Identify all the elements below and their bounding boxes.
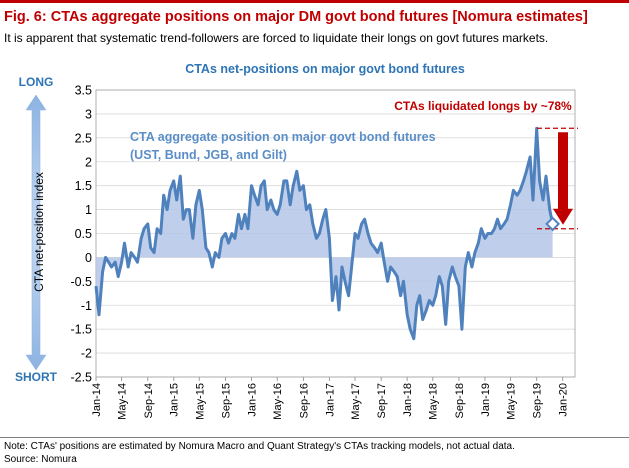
x-tick-label: Jan-14 [91,383,103,417]
y-tick-label: 2 [85,155,92,169]
y-tick-label: 0 [85,251,92,265]
footer-rule [0,437,629,438]
x-tick-label: Jan-20 [558,383,570,417]
y-tick-label: -2 [81,347,92,361]
y-tick-label: -0.5 [70,275,92,289]
y-tick-label: -2.5 [70,371,92,385]
top-rule [0,0,629,3]
x-tick-label: May-18 [428,383,440,420]
long-short-arrow [25,94,47,371]
y-tick-label: 3 [85,107,92,121]
y-tick-label: -1.5 [70,323,92,337]
y-tick-label: 1 [85,203,92,217]
x-tick-label: Sep-14 [143,383,155,418]
y-tick-label: 1.5 [75,179,92,193]
x-tick-label: May-15 [194,383,206,420]
x-tick-label: May-17 [350,383,362,420]
series-area [96,128,553,339]
y-tick-label: -1 [81,299,92,313]
x-tick-label: Jan-18 [402,383,414,417]
source-note: Source: Nomura [4,454,77,465]
y-bottom-label: SHORT [15,370,58,384]
x-tick-label: May-19 [505,383,517,420]
footnote: Note: CTAs' positions are estimated by N… [4,441,515,452]
figure-title: Fig. 6: CTAs aggregate positions on majo… [4,9,588,25]
x-tick-label: Jan-15 [169,383,181,417]
y-axis-label: CTA net-position index [32,172,46,292]
x-tick-label: Sep-17 [376,383,388,418]
chart: CTAs net-positions on major govt bond fu… [15,62,578,420]
plot-frame [95,89,576,378]
x-tick-label: Jan-19 [480,383,492,417]
series-legend-label: CTA aggregate position on major govt bon… [130,130,436,162]
y-tick-labels: 3.5 3 2.5 2 1.5 1 0.5 0 -0.5 -1 -1.5 -2 -2.5 [70,84,92,385]
x-tick-label: Sep-15 [220,383,232,418]
y-tick-label: 2.5 [75,131,92,145]
latest-position-marker [545,216,561,232]
x-tick-label: May-14 [117,383,129,420]
x-tick-label: May-16 [272,383,284,420]
x-tick-labels: Jan-14 May-14 Sep-14 Jan-15 May-15 Sep-15 Jan-… [91,377,570,420]
x-tick-label: Sep-18 [454,383,466,418]
x-tick-label: Sep-16 [298,383,310,418]
y-tick-label: 0.5 [75,227,92,241]
figure-subtitle: It is apparent that systematic trend-fol… [4,31,549,45]
x-tick-label: Jan-16 [246,383,258,417]
y-tick-label: 3.5 [75,84,92,98]
y-top-label: LONG [19,75,54,89]
series-line [94,126,555,341]
x-tick-label: Jan-17 [324,383,336,417]
x-tick-label: Sep-19 [532,383,544,418]
liquidation-arrow [553,132,573,225]
chart-title: CTAs net-positions on major govt bond fu… [185,62,465,76]
liquidation-annotation: CTAs liquidated longs by ~78% [394,99,572,113]
